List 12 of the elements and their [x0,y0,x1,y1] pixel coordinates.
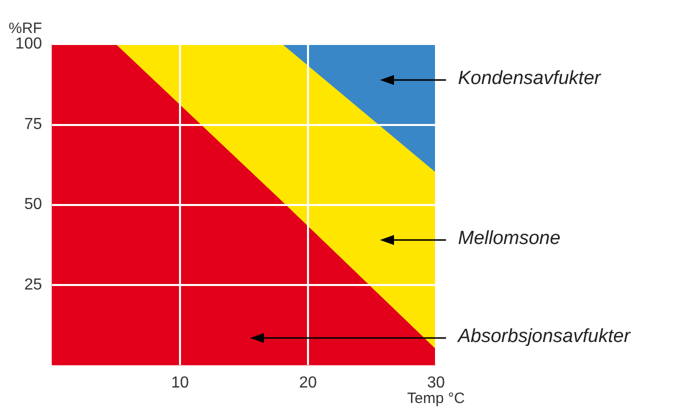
x-tick-label: 10 [171,374,189,392]
y-tick-label: 100 [15,36,42,52]
y-tick-label: 50 [24,196,42,213]
text: Mellomsone [458,228,560,250]
y-axis-title: %RF [8,20,42,38]
x-tick-label: 20 [299,374,317,392]
y-tick-label: 25 [24,276,42,294]
text: Kondensavfukter [458,68,601,90]
x-tick-label: 30 [427,374,445,392]
text: Absorbsjonsavfukter [458,326,630,348]
x-axis-title: Temp °C [407,390,465,407]
y-tick-label: 75 [24,116,42,133]
